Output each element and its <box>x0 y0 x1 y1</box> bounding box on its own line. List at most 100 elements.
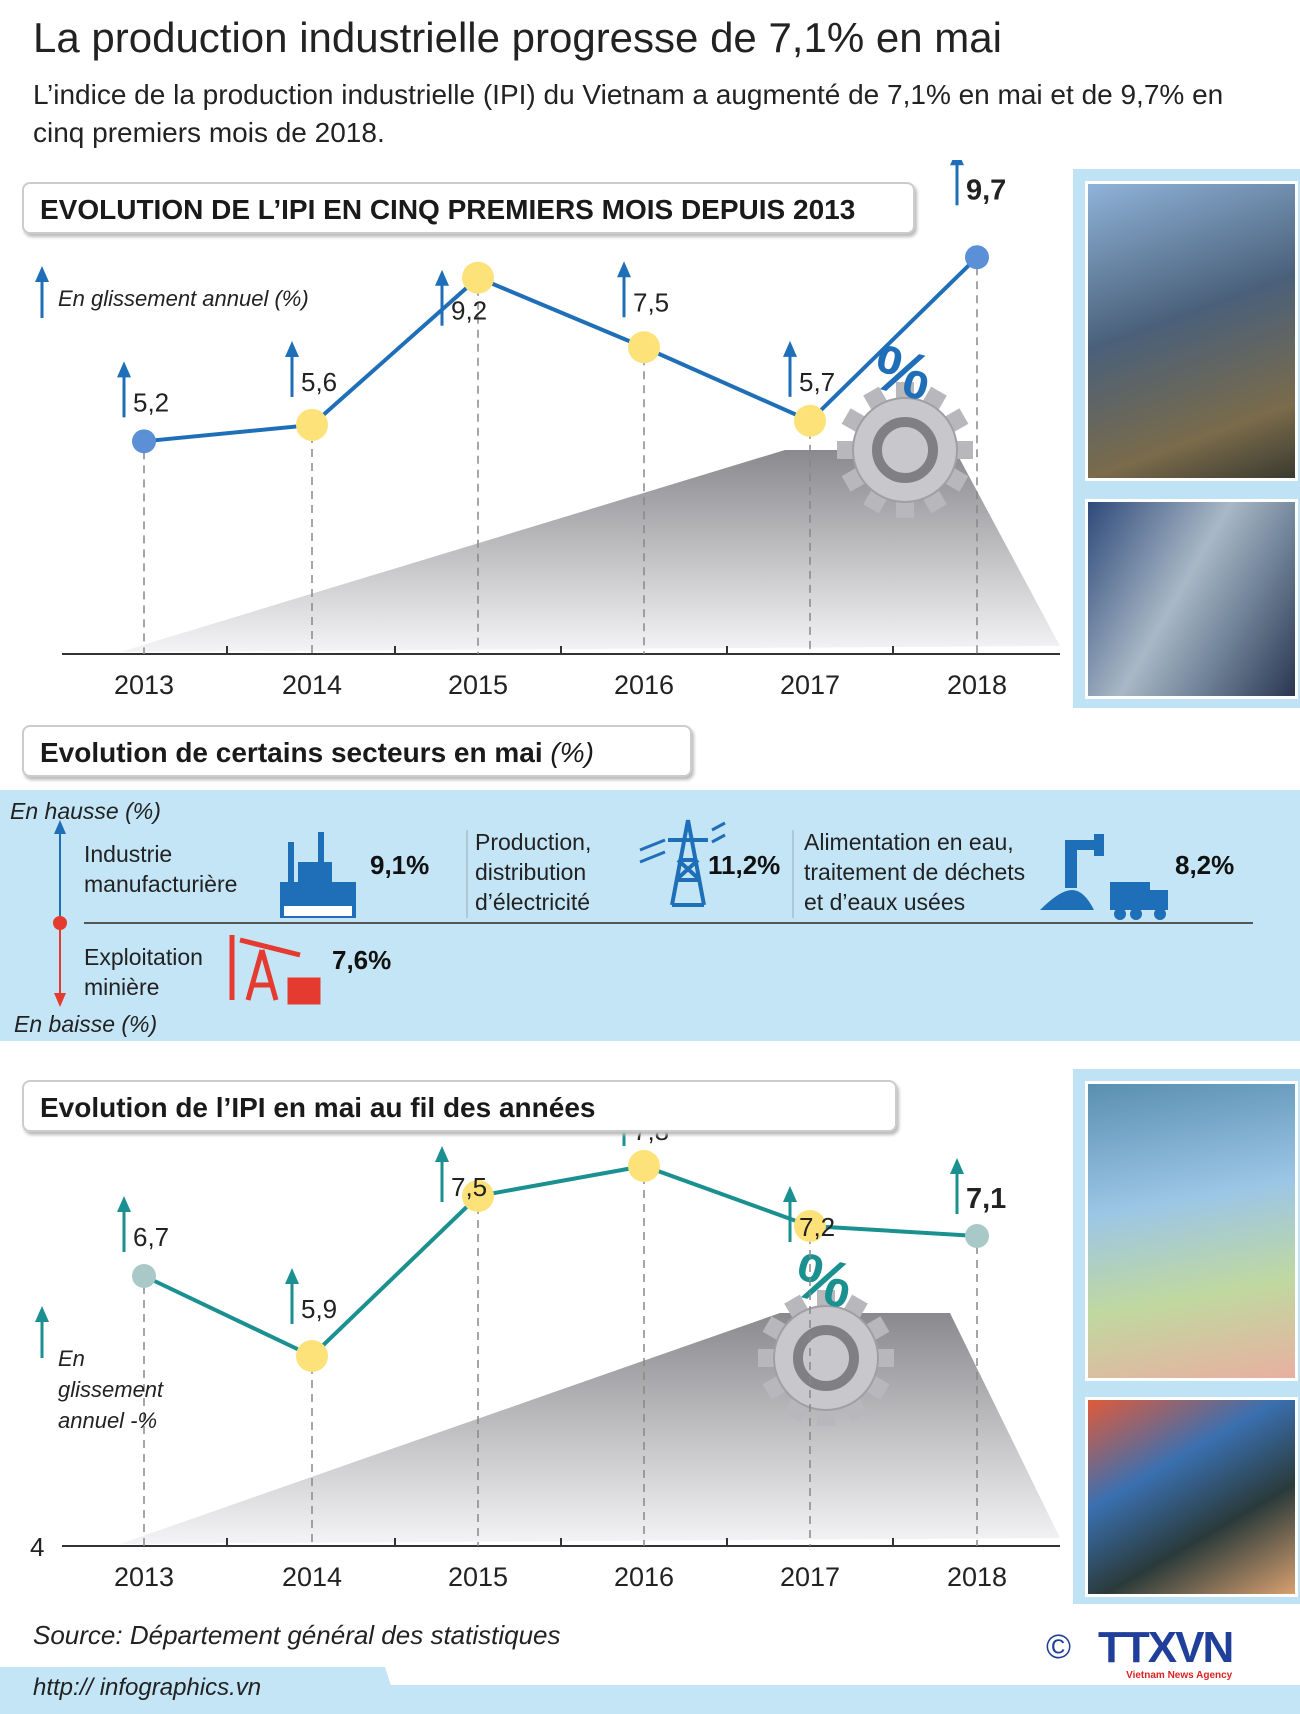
sectors-band: En hausse (%) En baisse (%) <box>0 790 1300 1041</box>
data-point <box>132 429 156 454</box>
chart-ipi-may: %2013201420152016201720186,75,97,57,87,2… <box>30 1090 1060 1592</box>
x-tick-label: 2018 <box>947 1562 1007 1592</box>
gear-tooth <box>874 1349 894 1367</box>
y-axis-label: annuel -% <box>58 1408 157 1433</box>
down-label: En baisse (%) <box>14 1011 158 1037</box>
data-point <box>132 1264 156 1288</box>
arrow-head <box>117 1196 131 1212</box>
ramp-shape <box>120 450 1060 652</box>
copyright-icon: © <box>1046 1628 1072 1666</box>
data-point <box>794 404 826 437</box>
url-link[interactable]: http:// infographics.vn <box>33 1674 262 1701</box>
label-line: manufacturière <box>84 871 238 897</box>
ttxvn-logo: TTXVN Vietnam News Agency <box>1098 1626 1234 1682</box>
page-subtitle: L’indice de la production industrielle (… <box>33 79 1224 148</box>
photo-power-station <box>1085 181 1298 481</box>
photo-car-factory <box>1085 499 1298 699</box>
x-tick-label: 2015 <box>448 670 508 700</box>
factory-icon <box>280 832 356 918</box>
x-tick-label: 2016 <box>614 1562 674 1592</box>
chart2-title: Evolution de l’IPI en mai au fil des ann… <box>22 1080 897 1132</box>
data-point <box>628 331 660 364</box>
sectors-title: Evolution de certains secteurs en mai (%… <box>22 725 692 777</box>
x-tick-label: 2016 <box>614 670 674 700</box>
photo-column-top <box>1073 169 1300 708</box>
arrow-head <box>617 261 631 278</box>
axis-origin <box>53 916 67 930</box>
arrow-head <box>117 361 131 378</box>
sector-water-value: 8,2% <box>1175 850 1235 880</box>
arrow-head <box>35 1306 49 1322</box>
data-label: 7,1 <box>966 1183 1006 1215</box>
arrow-head <box>783 340 797 357</box>
data-point <box>965 245 989 270</box>
up-label: En hausse (%) <box>10 798 161 824</box>
data-label: 5,2 <box>133 387 169 417</box>
water-tap-truck-icon <box>1040 834 1168 920</box>
data-point <box>462 1180 494 1212</box>
sector-electricity-value: 11,2% <box>708 850 781 880</box>
gear-tooth <box>837 441 857 459</box>
arrow-head <box>285 1268 299 1284</box>
x-tick-label: 2017 <box>780 670 840 700</box>
data-point <box>296 408 328 441</box>
x-tick-label: 2014 <box>282 1562 342 1592</box>
up-arrow-head <box>54 820 66 834</box>
photo-workers <box>1085 1397 1298 1597</box>
data-label: 9,2 <box>451 296 487 326</box>
label-line: Industrie <box>84 841 173 867</box>
x-tick-label: 2013 <box>114 1562 174 1592</box>
gear-tooth <box>817 1290 835 1310</box>
sector-electricity-label: Production, distribution d’électricité <box>475 827 591 917</box>
source-note: Source: Département général des statisti… <box>33 1620 561 1650</box>
data-label: 5,9 <box>301 1294 337 1324</box>
sectors-title-text: Evolution de certains secteurs en mai <box>40 737 543 768</box>
data-point <box>462 261 494 294</box>
series-line <box>143 255 979 444</box>
label-line: et d’eaux usées <box>804 889 966 915</box>
photo-seafood-processing <box>1085 1081 1298 1381</box>
data-point <box>965 1224 989 1248</box>
oil-pump-icon <box>229 935 321 1005</box>
sector-mining-label: Exploitation minière <box>84 942 203 1002</box>
data-label: 7,5 <box>633 287 669 317</box>
y-tick-label: 4 <box>30 1532 44 1562</box>
data-label: 7,5 <box>451 1172 487 1202</box>
logo-subtitle: Vietnam News Agency <box>1126 1670 1233 1681</box>
data-point <box>794 1210 826 1242</box>
sectors-title-unit: (%) <box>550 737 594 768</box>
arrow-head <box>435 269 449 286</box>
url-bar-bottom <box>0 1685 1300 1714</box>
x-tick-label: 2015 <box>448 1562 508 1592</box>
x-tick-label: 2017 <box>780 1562 840 1592</box>
gear-tooth <box>817 1406 835 1426</box>
sector-manufacturing-label: Industrie manufacturière <box>84 839 237 899</box>
down-arrow-head <box>54 993 66 1007</box>
data-label: 7,2 <box>799 1212 835 1242</box>
data-point <box>296 1340 328 1372</box>
page-title: La production industrielle progresse de … <box>33 14 1002 61</box>
arrow-head <box>950 160 964 166</box>
gear-icon <box>773 1305 879 1411</box>
label-line: distribution <box>475 859 587 885</box>
y-axis-label: glissement <box>58 1377 164 1402</box>
power-tower-icon <box>639 819 726 907</box>
x-tick-label: 2013 <box>114 670 174 700</box>
sector-water-label: Alimentation en eau, traitement de déchet… <box>804 827 1025 917</box>
gear-tooth <box>896 498 914 518</box>
data-label: 5,6 <box>301 367 337 397</box>
series-line <box>143 1163 978 1359</box>
arrow-head <box>783 1186 797 1202</box>
label-line: Production, <box>475 829 592 855</box>
ramp-shape <box>120 1313 1060 1544</box>
x-tick-label: 2014 <box>282 670 342 700</box>
gear-icon <box>852 397 958 503</box>
gear-hole <box>793 1325 859 1391</box>
y-axis-label: En <box>58 1346 85 1371</box>
y-axis-label: En glissement annuel (%) <box>58 286 309 311</box>
arrow-head <box>950 1158 964 1174</box>
chart1-title: EVOLUTION DE L’IPI EN CINQ PREMIERS MOIS… <box>22 182 915 234</box>
sector-manufacturing-value: 9,1% <box>370 850 430 880</box>
